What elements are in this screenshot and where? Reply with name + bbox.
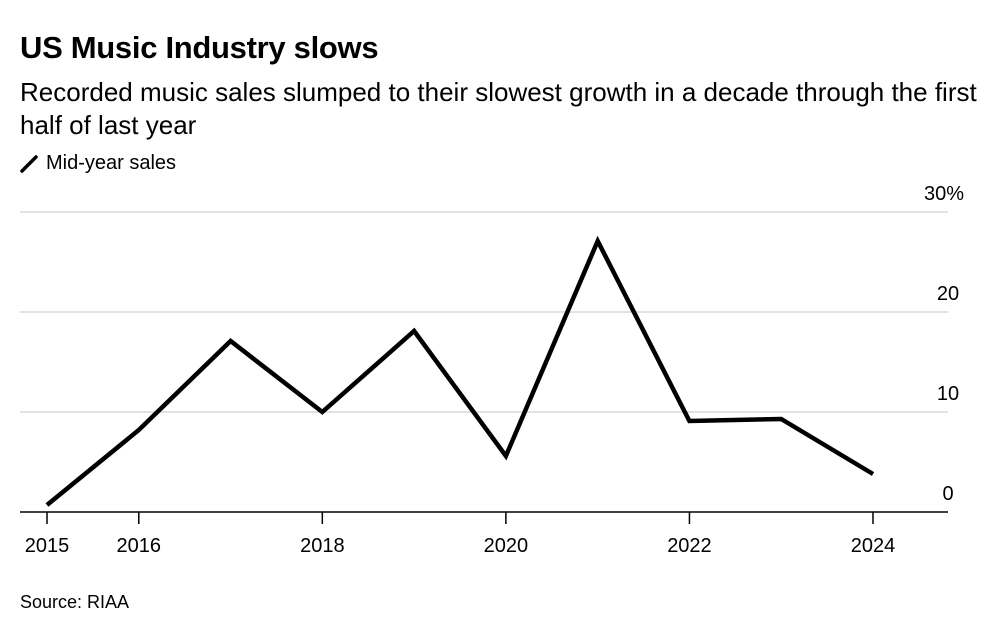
x-tick-label-2015: 2015 [25,535,70,557]
legend-label: Mid-year sales [46,152,177,174]
legend: Mid-year sales [20,152,176,175]
y-tick-label-20: 20 [937,283,959,305]
x-tick-label-2016: 2016 [117,535,162,557]
chart-title: US Music Industry slows [20,30,379,65]
y-tick-label-30: 30% [924,183,964,205]
x-tick-label-2022: 2022 [667,535,712,557]
x-tick-label-2024: 2024 [851,535,896,557]
chart-subtitle: Recorded music sales slumped to their sl… [20,77,977,140]
x-tick-label-2018: 2018 [300,535,345,557]
y-tick-label-0: 0 [942,483,953,505]
source-note: Source: RIAA [20,592,130,612]
legend-line-icon [20,154,38,173]
x-tick-label-2020: 2020 [484,535,529,557]
series-line-mid-year-sales [45,235,875,507]
y-tick-label-10: 10 [937,383,959,405]
